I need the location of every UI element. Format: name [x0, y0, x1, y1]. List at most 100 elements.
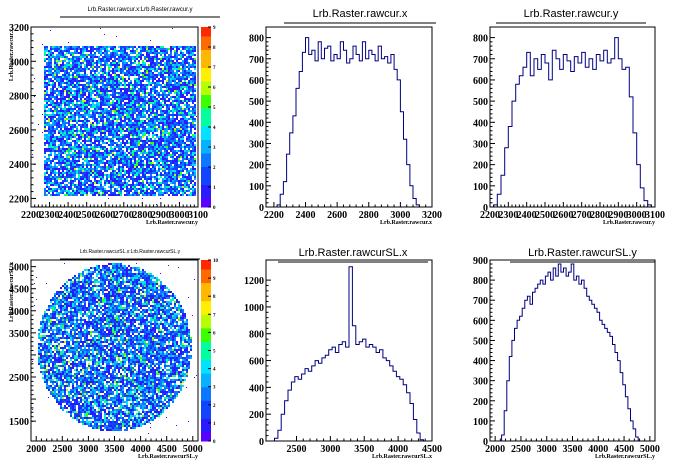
heatmap-point: [154, 106, 156, 108]
heatmap-point: [140, 188, 142, 190]
heatmap-point: [66, 110, 68, 112]
heatmap-point: [56, 56, 58, 58]
heatmap-point: [86, 174, 88, 176]
heatmap-point: [78, 124, 80, 126]
heatmap-point: [68, 152, 70, 154]
heatmap-point: [110, 130, 112, 132]
heatmap-point: [108, 54, 110, 56]
heatmap-point: [188, 160, 190, 162]
heatmap-point: [116, 64, 118, 66]
x-tick-label: 2800: [132, 210, 152, 221]
heatmap-point: [166, 162, 168, 164]
heatmap-point: [126, 176, 128, 178]
heatmap-point: [162, 58, 164, 60]
heatmap-point: [178, 128, 180, 130]
heatmap-point: [82, 190, 84, 192]
heatmap-point: [70, 142, 72, 144]
heatmap-point: [146, 56, 148, 58]
heatmap-point: [142, 64, 144, 66]
heatmap-point: [44, 98, 46, 100]
heatmap-point: [46, 118, 48, 120]
heatmap-point: [100, 144, 102, 146]
heatmap-point: [138, 138, 140, 140]
heatmap-point: [142, 102, 144, 104]
heatmap-point: [184, 68, 186, 70]
heatmap-point: [96, 90, 98, 92]
heatmap-point: [50, 118, 52, 120]
heatmap-point: [186, 172, 188, 174]
heatmap-point: [100, 88, 102, 90]
heatmap-point: [148, 154, 150, 156]
heatmap-point: [152, 62, 154, 64]
heatmap-point: [152, 60, 154, 62]
heatmap-point: [184, 158, 186, 160]
heatmap-point: [74, 58, 76, 60]
heatmap-point: [132, 164, 134, 166]
heatmap-point: [108, 50, 110, 52]
heatmap-point: [168, 184, 170, 186]
heatmap-point: [170, 154, 172, 156]
heatmap-point: [106, 104, 108, 106]
heatmap-point: [180, 58, 182, 60]
heatmap-point: [48, 78, 50, 80]
heatmap-point: [64, 108, 66, 110]
heatmap-point: [56, 68, 58, 70]
heatmap-point: [176, 72, 178, 74]
heatmap-point: [94, 168, 96, 170]
heatmap-point: [172, 172, 174, 174]
heatmap-point: [74, 56, 76, 58]
y-tick-label: 0: [259, 203, 264, 214]
heatmap-point: [168, 118, 170, 120]
heatmap-point: [184, 186, 186, 188]
heatmap-point: [66, 104, 68, 106]
heatmap-point: [164, 110, 166, 112]
heatmap-point: [46, 86, 48, 88]
heatmap-point: [96, 74, 98, 76]
heatmap-point: [106, 94, 108, 96]
y-tick-label: 600: [249, 76, 264, 87]
heatmap-point: [92, 134, 94, 136]
heatmap-point: [58, 104, 60, 106]
heatmap-point: [102, 96, 104, 98]
heatmap-point: [62, 122, 64, 124]
heatmap-point: [56, 106, 58, 108]
heatmap-point: [178, 160, 180, 162]
heatmap-point: [122, 154, 124, 156]
heatmap-point: [76, 106, 78, 108]
heatmap-point: [90, 114, 92, 116]
heatmap-point: [138, 102, 140, 104]
heatmap-point: [182, 128, 184, 130]
heatmap-point: [92, 90, 94, 92]
heatmap-point: [174, 90, 176, 92]
heatmap-point: [76, 122, 78, 124]
heatmap-point: [50, 124, 52, 126]
heatmap-point: [142, 146, 144, 148]
heatmap-point: [156, 48, 158, 50]
heatmap-point: [166, 122, 168, 124]
heatmap-point: [138, 76, 140, 78]
heatmap-point: [66, 190, 68, 192]
heatmap-point: [82, 108, 84, 110]
heatmap-point: [102, 78, 104, 80]
heatmap-point: [98, 164, 100, 166]
heatmap-point: [44, 60, 46, 62]
heatmap-point: [168, 170, 170, 172]
heatmap-point: [112, 162, 114, 164]
heatmap-point: [166, 152, 168, 154]
heatmap-point: [140, 130, 142, 132]
heatmap-point: [72, 136, 74, 138]
heatmap-point: [68, 84, 70, 86]
heatmap-point: [72, 172, 74, 174]
heatmap-point: [144, 172, 146, 174]
heatmap-point: [114, 184, 116, 186]
heatmap-point: [130, 84, 132, 86]
heatmap-point: [148, 64, 150, 66]
heatmap-point: [100, 94, 102, 96]
heatmap-point: [166, 62, 168, 64]
heatmap-point: [164, 120, 166, 122]
heatmap-point: [154, 118, 156, 120]
title-box: [496, 4, 646, 23]
heatmap-point: [166, 158, 168, 160]
heatmap-point: [102, 112, 104, 114]
heatmap-point: [194, 160, 196, 162]
